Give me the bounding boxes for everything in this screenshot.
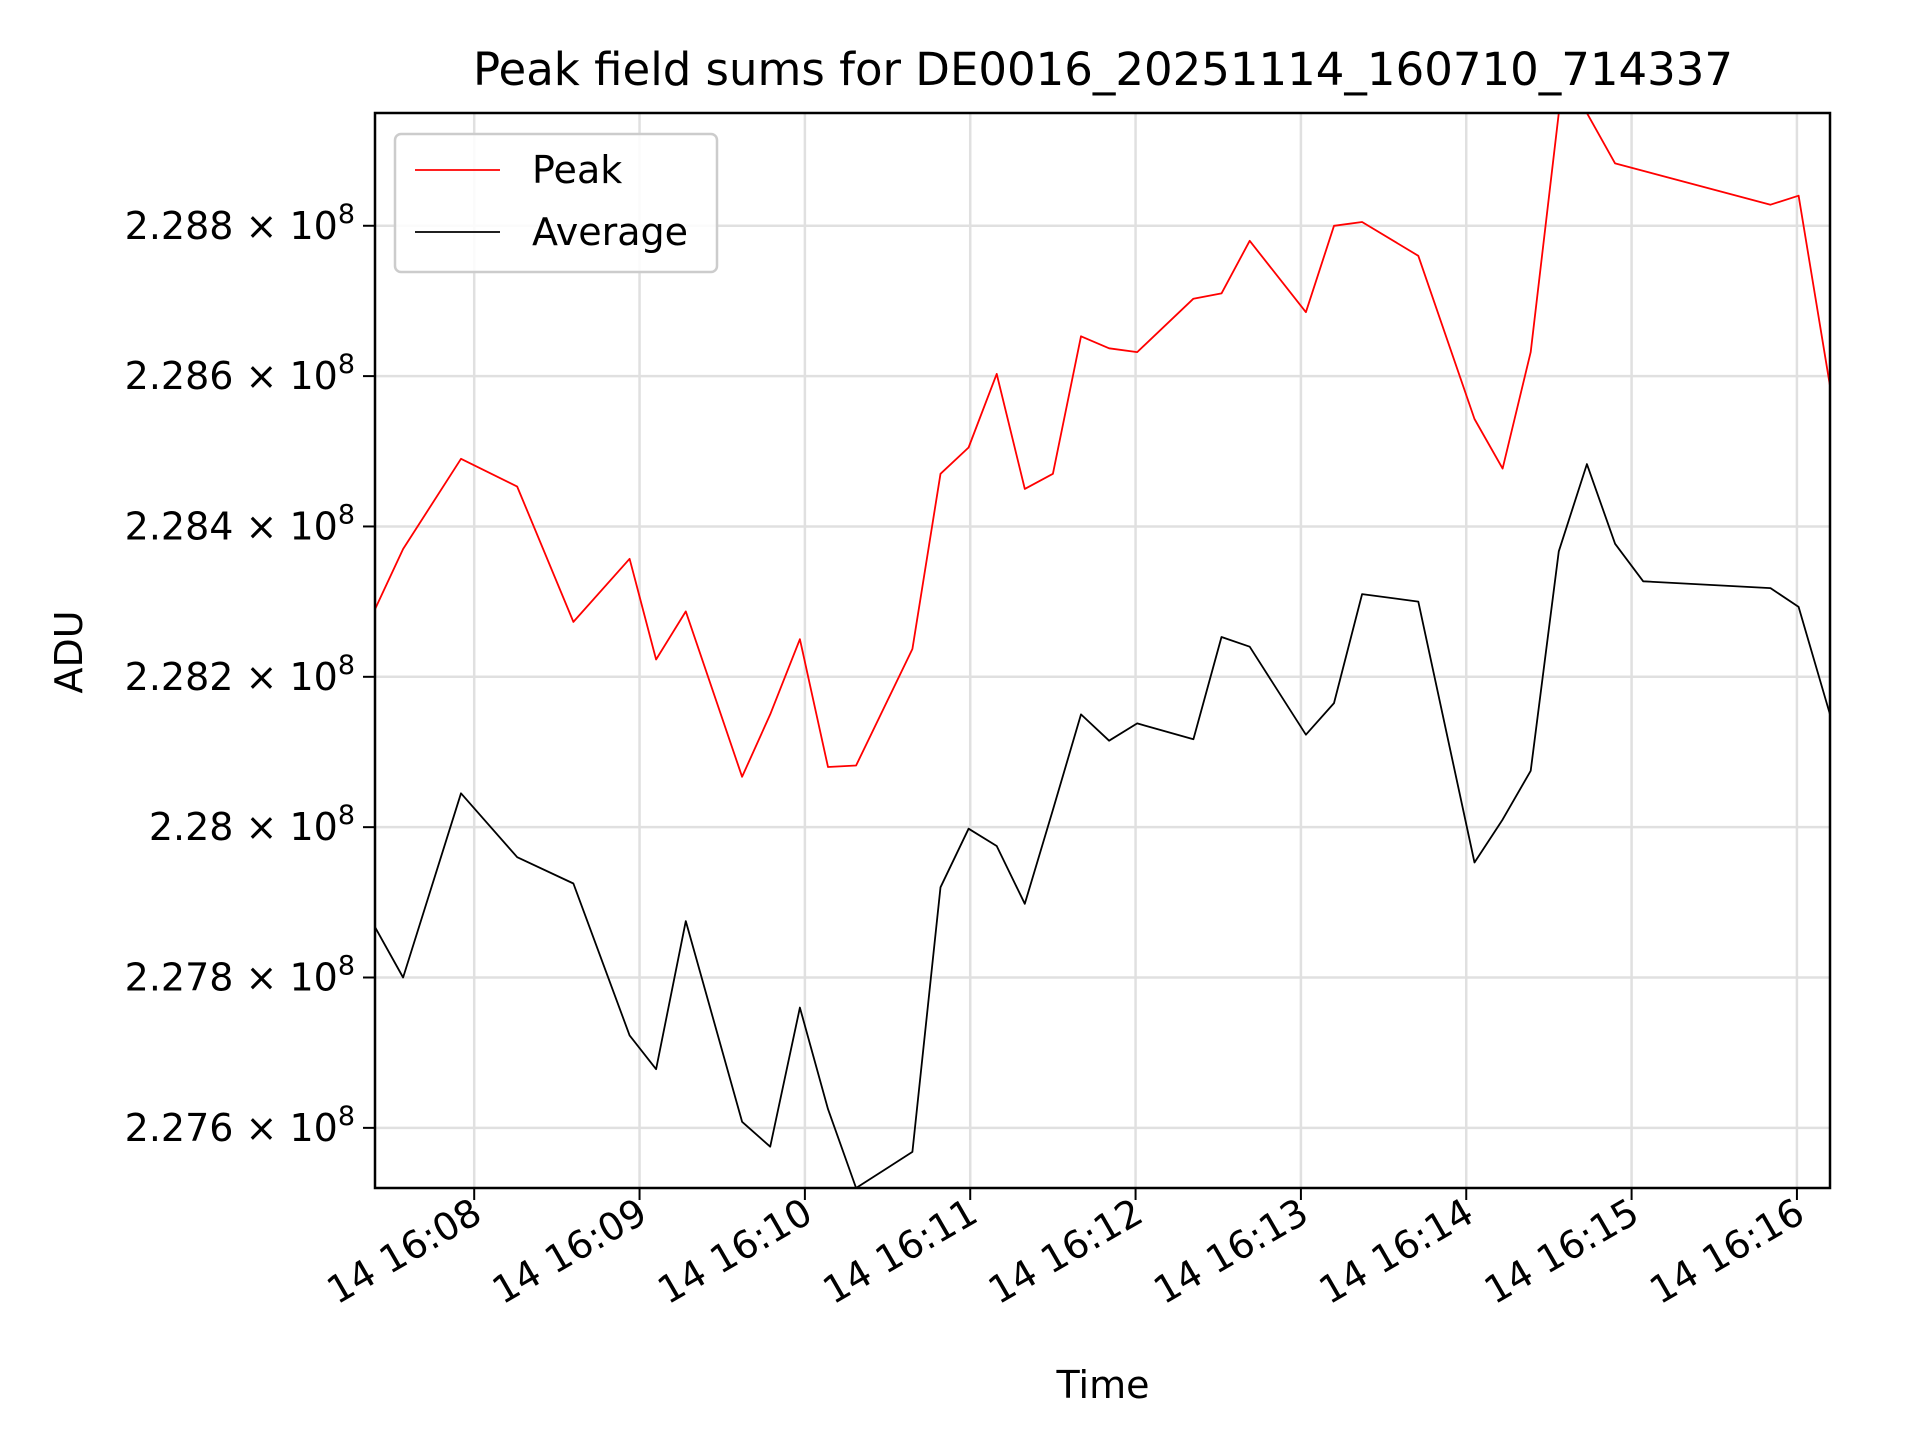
chart-title: Peak field sums for DE0016_20251114_1607… <box>473 43 1733 96</box>
y-tick-mantissa: 2.278 <box>125 956 246 1000</box>
legend: Peak Average <box>393 132 719 274</box>
x-tick-label: 14 16:16 <box>1642 1190 1811 1313</box>
x-gridlines <box>472 113 1799 1188</box>
series-line-peak <box>375 113 1830 778</box>
series-lines <box>375 113 1830 1188</box>
x-axis-label: Time <box>1056 1363 1150 1407</box>
x-tick-label: 14 16:11 <box>816 1190 985 1313</box>
y-tick-base: × 10 <box>246 956 338 1000</box>
y-tick-label: 2.288 × 108 <box>125 199 355 248</box>
y-tick-label: 2.28 × 108 <box>149 800 355 849</box>
y-tick-base: × 10 <box>246 655 338 699</box>
y-tick-mantissa: 2.284 <box>125 504 246 548</box>
y-tick-exponent: 8 <box>338 499 355 530</box>
y-gridlines <box>375 224 1830 1130</box>
y-tick-label: 2.278 × 108 <box>125 951 355 1000</box>
x-tick-label: 14 16:09 <box>485 1190 654 1313</box>
y-tick-label: 2.282 × 108 <box>125 650 355 699</box>
y-tick-base: × 10 <box>246 1106 338 1150</box>
x-tick-label: 14 16:12 <box>981 1190 1150 1313</box>
y-tick-exponent: 8 <box>338 199 355 230</box>
y-tick-mantissa: 2.288 <box>125 204 246 248</box>
y-tick-exponent: 8 <box>338 349 355 380</box>
y-tick-base: × 10 <box>246 805 338 849</box>
legend-box <box>393 132 719 274</box>
x-tick-label: 14 16:14 <box>1312 1190 1481 1313</box>
y-tick-label: 2.276 × 108 <box>125 1101 355 1150</box>
x-tick-label: 14 16:10 <box>650 1190 819 1313</box>
y-tick-mantissa: 2.286 <box>125 354 246 398</box>
x-tick-label: 14 16:13 <box>1146 1190 1315 1313</box>
y-tick-base: × 10 <box>246 504 338 548</box>
y-tick-base: × 10 <box>246 354 338 398</box>
y-tick-label: 2.284 × 108 <box>125 499 355 548</box>
y-tick-base: × 10 <box>246 204 338 248</box>
y-tick-exponent: 8 <box>338 1101 355 1132</box>
y-tick-mantissa: 2.282 <box>125 655 246 699</box>
y-tick-exponent: 8 <box>338 800 355 831</box>
plot-frame <box>373 111 1832 1190</box>
y-tick-exponent: 8 <box>338 650 355 681</box>
y-tick-mantissa: 2.28 <box>149 805 246 849</box>
series-line-average <box>375 463 1830 1188</box>
x-tick-label: 14 16:08 <box>320 1190 489 1313</box>
y-tick-label: 2.286 × 108 <box>125 349 355 398</box>
y-axis-label: ADU <box>47 610 91 693</box>
x-tick-label: 14 16:15 <box>1477 1190 1646 1313</box>
y-tick-mantissa: 2.276 <box>125 1106 246 1150</box>
y-tick-exponent: 8 <box>338 951 355 982</box>
legend-label-average: Average <box>532 210 688 254</box>
legend-label-peak: Peak <box>532 148 622 192</box>
